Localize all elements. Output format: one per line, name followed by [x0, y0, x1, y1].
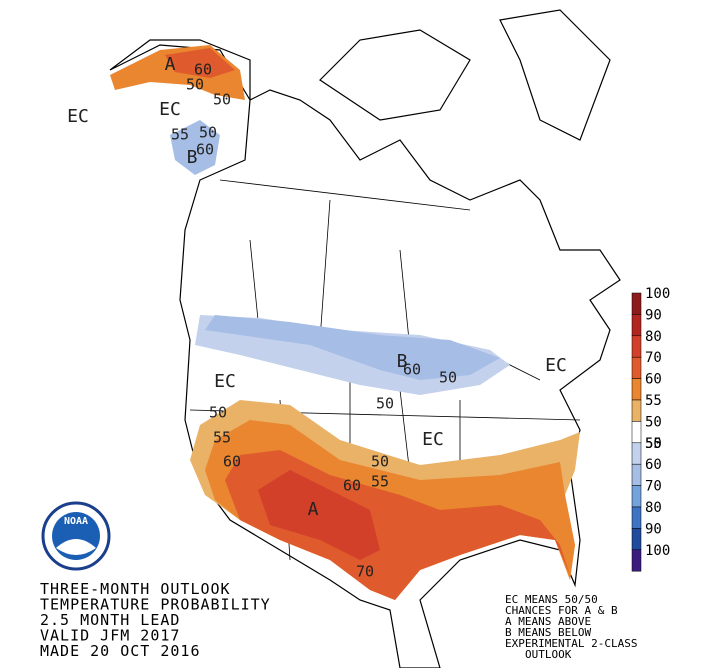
legend-swatch	[631, 463, 642, 486]
map-label: 70	[356, 563, 374, 581]
legend-swatch	[631, 335, 642, 358]
map-label: 55	[171, 126, 189, 144]
logo-bird	[56, 539, 96, 555]
legend-label: 70	[645, 479, 662, 495]
caption-line: 2.5 MONTH LEAD	[40, 611, 180, 629]
map-label: 50	[213, 91, 231, 109]
map-label: EC	[545, 355, 567, 376]
legend-swatch	[631, 292, 642, 315]
map-label: 50	[209, 404, 227, 422]
map-label: 60	[403, 361, 421, 379]
map-label: 50	[186, 76, 204, 94]
legend-swatch	[631, 314, 642, 337]
caption-line: VALID JFM 2017	[40, 627, 180, 645]
legend-label: 55	[645, 393, 662, 409]
legend-label: 80	[645, 329, 662, 345]
legend-swatch	[631, 421, 642, 444]
map-label: EC	[67, 106, 89, 127]
legend-label: 70	[645, 350, 662, 366]
legend-label: 90	[645, 307, 662, 323]
map-label: 60	[194, 61, 212, 79]
note-line: OUTLOOK	[525, 648, 572, 661]
legend-label: 50	[645, 414, 662, 430]
legend-swatch	[631, 485, 642, 508]
legend-label: 90	[645, 521, 662, 537]
note-line: EXPERIMENTAL 2-CLASS	[505, 637, 637, 650]
map-label: 55	[371, 473, 389, 491]
caption-line: THREE-MONTH OUTLOOK	[40, 580, 231, 598]
legend-label: 60	[645, 457, 662, 473]
map-label: 55	[213, 429, 231, 447]
map-label: 60	[223, 453, 241, 471]
caption-line: TEMPERATURE PROBABILITY	[40, 596, 271, 614]
note-line: A MEANS ABOVE	[505, 615, 591, 628]
legend-swatch	[631, 399, 642, 422]
map-label: 60	[343, 477, 361, 495]
alaska-below	[170, 120, 220, 175]
above-area-70	[258, 470, 380, 560]
legend-label: 60	[645, 372, 662, 388]
legend-swatch	[631, 378, 642, 401]
legend-label: 100	[645, 286, 670, 302]
legend-swatch	[631, 356, 642, 379]
alaska-above-60	[165, 48, 235, 78]
map-label: 50	[371, 453, 389, 471]
map-label: B	[397, 351, 408, 372]
below-area-55	[205, 315, 500, 380]
legend-swatch	[631, 442, 642, 465]
legend-swatch	[631, 506, 642, 529]
map-label: 50	[376, 395, 394, 413]
map-label: A	[165, 54, 176, 75]
map-label: A	[308, 499, 319, 520]
map-label: 50	[199, 124, 217, 142]
legend-swatch	[631, 549, 642, 572]
map-label: EC	[214, 371, 236, 392]
map-label: 50	[439, 369, 457, 387]
legend-swatch	[631, 528, 642, 551]
legend-label: 100	[645, 543, 670, 559]
map-label: EC	[159, 99, 181, 120]
legend-label: 80	[645, 500, 662, 516]
map-label: B	[187, 147, 198, 168]
map-label: 60	[196, 141, 214, 159]
note-line: EC MEANS 50/50	[505, 593, 598, 606]
arctic-islands	[319, 9, 611, 141]
note-line: CHANCES FOR A & B	[505, 604, 618, 617]
legend-label: 50	[645, 436, 662, 452]
legend-label: 55	[645, 436, 662, 452]
logo-text: NOAA	[64, 516, 88, 527]
note-line: B MEANS BELOW	[505, 626, 591, 639]
caption-line: MADE 20 OCT 2016	[40, 642, 201, 660]
map-label: EC	[422, 429, 444, 450]
